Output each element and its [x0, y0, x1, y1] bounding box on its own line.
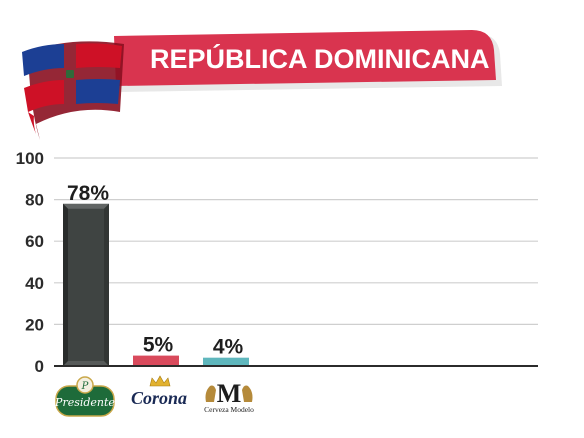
title-banner: REPÚBLICA DOMINICANA — [114, 30, 502, 92]
y-tick-label: 60 — [25, 232, 44, 251]
value-label-1: 78% — [67, 182, 109, 205]
y-tick-label: 100 — [16, 149, 44, 168]
value-label-2: 5% — [143, 334, 174, 357]
corona-crown-icon — [149, 375, 171, 387]
flag-tail — [28, 112, 36, 134]
dominican-republic-flag-icon — [22, 41, 124, 141]
presidente-logo-label: Presidente — [54, 396, 115, 409]
flag-quarter-bottom-right — [76, 79, 120, 104]
y-axis-ticks: 0 20 40 60 80 100 — [16, 149, 44, 376]
bar-1 — [63, 203, 109, 366]
presidente-logo-mark: P — [81, 381, 89, 392]
cerveza-modelo-logo: M Cerveza Modelo — [204, 379, 254, 414]
y-tick-label: 40 — [25, 274, 44, 293]
bar-3 — [203, 357, 249, 366]
modelo-logo-mark: M — [217, 379, 242, 408]
modelo-logo-label: Cerveza Modelo — [204, 405, 254, 414]
flag-quarter-bottom-left — [24, 80, 64, 112]
y-tick-label: 20 — [25, 315, 44, 334]
bar-1-bevel-right — [104, 203, 109, 366]
bars — [63, 203, 249, 366]
bar-1-bevel-left — [63, 203, 68, 366]
presidente-logo: P Presidente — [54, 376, 115, 417]
corona-logo-label: Corona — [131, 388, 187, 408]
bar-1-bevel-top — [63, 203, 109, 209]
bar-2 — [133, 355, 179, 366]
y-tick-label: 80 — [25, 191, 44, 210]
gridlines — [54, 157, 538, 325]
modelo-lion-right-icon — [242, 385, 253, 402]
corona-logo: Corona — [131, 375, 187, 408]
flag-quarter-top-left — [22, 44, 64, 76]
flag-emblem — [66, 70, 74, 78]
value-label-3: 4% — [213, 336, 244, 359]
flag-quarter-top-right — [76, 43, 122, 68]
presidente-logo-medallion — [76, 376, 94, 394]
bar-1-bevel-bottom — [63, 361, 109, 366]
y-tick-label: 0 — [35, 357, 44, 376]
title-banner-ribbon — [114, 30, 496, 86]
modelo-lion-left-icon — [205, 385, 216, 402]
value-labels: 78% 5% 4% — [67, 182, 244, 359]
chart-title: REPÚBLICA DOMINICANA — [150, 43, 490, 74]
